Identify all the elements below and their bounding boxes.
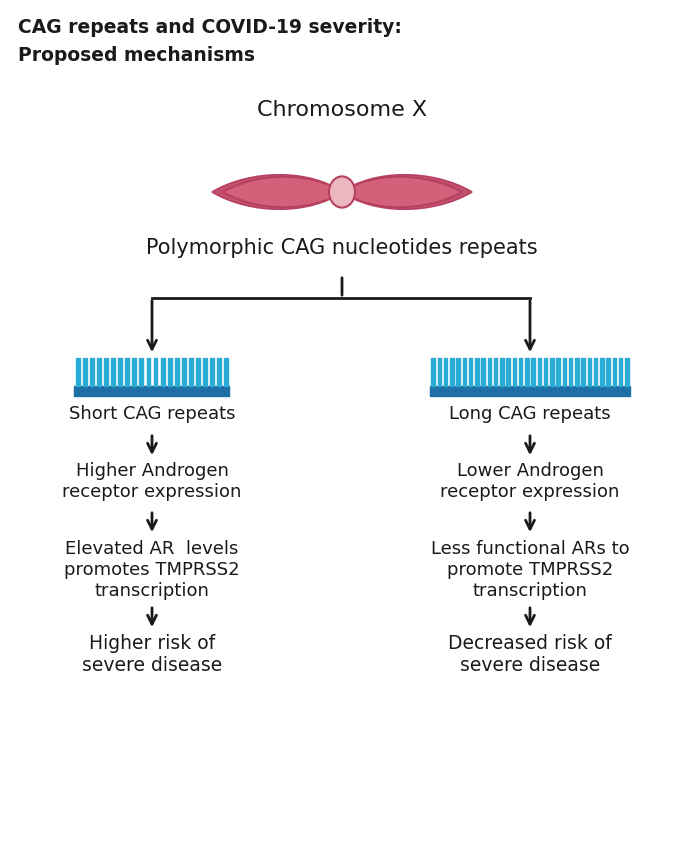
Bar	[456, 358, 460, 386]
Bar	[562, 358, 566, 386]
Bar	[475, 358, 479, 386]
Text: Short CAG repeats: Short CAG repeats	[68, 405, 235, 423]
Bar	[494, 358, 497, 386]
Bar	[104, 358, 108, 386]
Bar	[210, 358, 214, 386]
Bar	[575, 358, 579, 386]
Bar	[469, 358, 473, 386]
Bar	[625, 358, 629, 386]
Bar	[519, 358, 523, 386]
Bar	[482, 358, 485, 386]
Bar	[582, 358, 585, 386]
Bar	[182, 358, 186, 386]
Bar	[594, 358, 597, 386]
Bar	[111, 358, 115, 386]
Bar	[438, 358, 441, 386]
Bar	[432, 358, 435, 386]
Ellipse shape	[329, 177, 355, 208]
Text: Higher Androgen
receptor expression: Higher Androgen receptor expression	[62, 462, 242, 501]
Text: Elevated AR  levels
promotes TMPRSS2
transcription: Elevated AR levels promotes TMPRSS2 tran…	[64, 540, 240, 599]
Bar	[600, 358, 603, 386]
Text: Chromosome X: Chromosome X	[257, 100, 427, 120]
Bar	[430, 386, 630, 396]
Text: Decreased risk of
severe disease: Decreased risk of severe disease	[448, 634, 612, 675]
Bar	[569, 358, 573, 386]
Bar	[538, 358, 541, 386]
Bar	[544, 358, 547, 386]
PathPatch shape	[342, 175, 472, 210]
Text: Less functional ARs to
promote TMPRSS2
transcription: Less functional ARs to promote TMPRSS2 t…	[431, 540, 630, 599]
Bar	[119, 358, 122, 386]
Bar	[619, 358, 623, 386]
Bar	[550, 358, 553, 386]
Text: Higher risk of
severe disease: Higher risk of severe disease	[82, 634, 222, 675]
Bar	[132, 358, 136, 386]
Bar	[506, 358, 510, 386]
Bar	[556, 358, 560, 386]
Bar	[75, 386, 229, 396]
Bar	[606, 358, 610, 386]
Bar	[224, 358, 228, 386]
Bar	[160, 358, 164, 386]
PathPatch shape	[223, 177, 342, 207]
Bar	[532, 358, 535, 386]
Text: CAG repeats and COVID-19 severity:: CAG repeats and COVID-19 severity:	[18, 18, 402, 37]
Bar	[175, 358, 179, 386]
Bar	[196, 358, 200, 386]
Bar	[147, 358, 151, 386]
Bar	[189, 358, 192, 386]
PathPatch shape	[212, 175, 342, 210]
Bar	[612, 358, 616, 386]
Bar	[76, 358, 80, 386]
Bar	[512, 358, 516, 386]
Bar	[83, 358, 87, 386]
Text: Polymorphic CAG nucleotides repeats: Polymorphic CAG nucleotides repeats	[146, 238, 538, 258]
Bar	[140, 358, 143, 386]
Text: Long CAG repeats: Long CAG repeats	[449, 405, 611, 423]
Bar	[462, 358, 466, 386]
Bar	[90, 358, 94, 386]
PathPatch shape	[342, 177, 462, 207]
Bar	[153, 358, 158, 386]
Bar	[203, 358, 207, 386]
Bar	[444, 358, 447, 386]
Bar	[450, 358, 453, 386]
Bar	[217, 358, 221, 386]
Bar	[97, 358, 101, 386]
Bar	[125, 358, 129, 386]
Bar	[525, 358, 529, 386]
Bar	[588, 358, 591, 386]
Bar	[488, 358, 491, 386]
Bar	[500, 358, 503, 386]
Text: Proposed mechanisms: Proposed mechanisms	[18, 46, 255, 65]
Bar	[168, 358, 171, 386]
Text: Lower Androgen
receptor expression: Lower Androgen receptor expression	[440, 462, 620, 501]
